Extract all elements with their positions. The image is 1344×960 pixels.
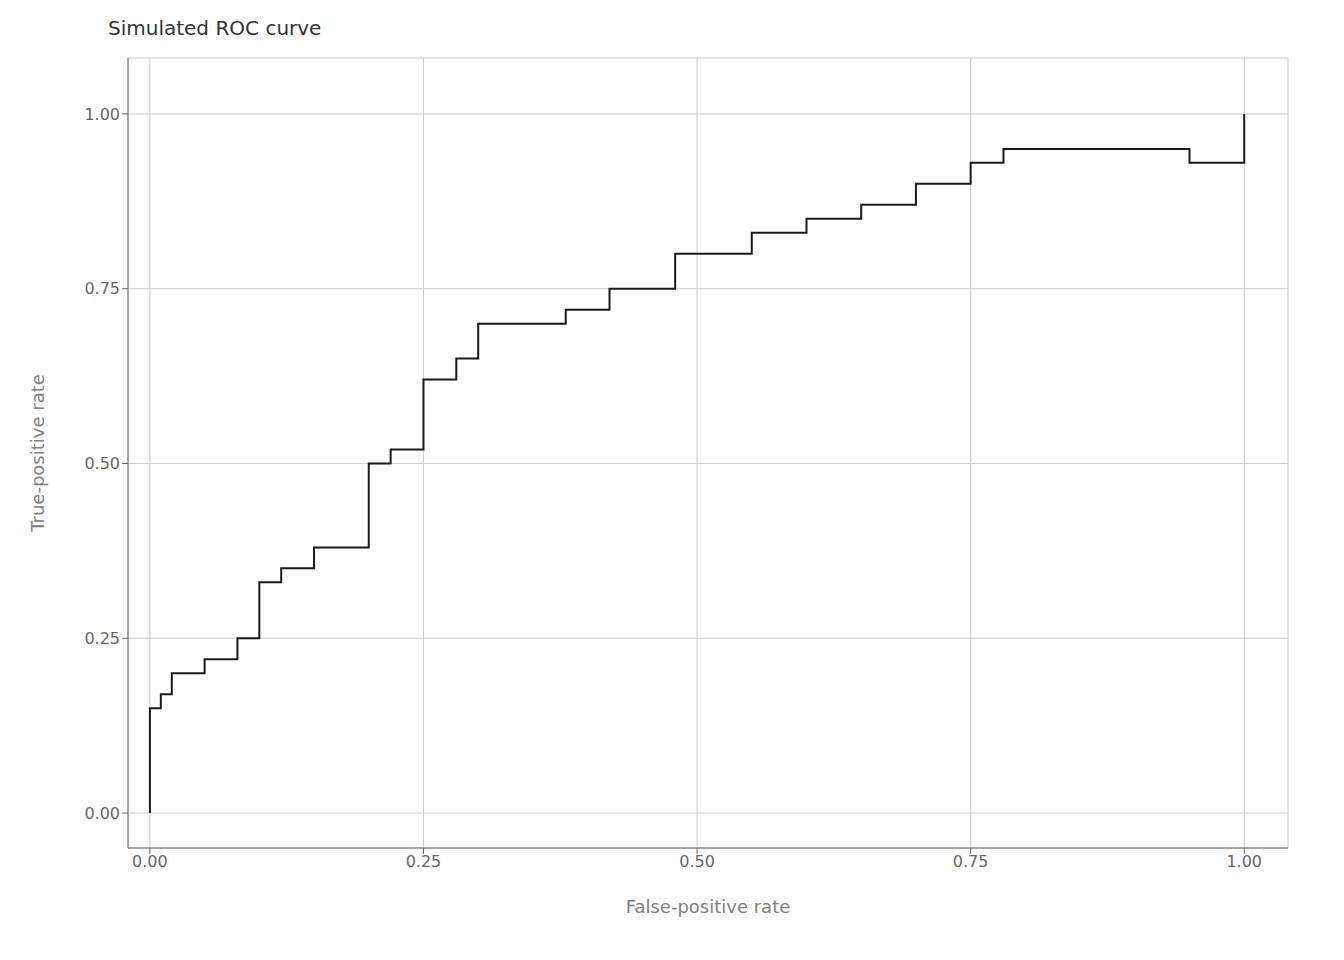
svg-text:0.75: 0.75 (84, 279, 120, 298)
svg-text:0.50: 0.50 (679, 852, 715, 871)
svg-text:1.00: 1.00 (1226, 852, 1262, 871)
svg-text:0.00: 0.00 (84, 804, 120, 823)
svg-text:0.25: 0.25 (406, 852, 442, 871)
svg-text:0.50: 0.50 (84, 454, 120, 473)
html-text:Simulated ROC curve: Simulated ROC curve (108, 16, 322, 40)
svg-text:0.00: 0.00 (132, 852, 168, 871)
svg-text:False-positive rate: False-positive rate (626, 896, 791, 917)
svg-text:0.25: 0.25 (84, 629, 120, 648)
svg-text:True-positive rate: True-positive rate (27, 374, 48, 533)
svg-text:1.00: 1.00 (84, 105, 120, 124)
svg-text:0.75: 0.75 (953, 852, 989, 871)
